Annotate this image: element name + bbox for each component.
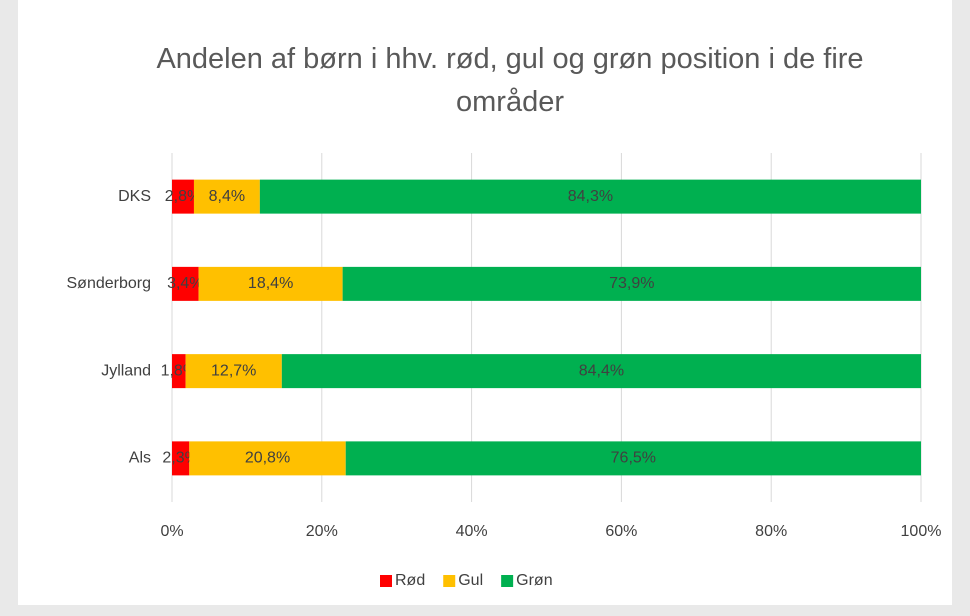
x-tick-label: 0% — [160, 523, 183, 540]
x-tick-label: 40% — [456, 523, 488, 540]
chart-area — [18, 0, 952, 605]
x-tick-label: 80% — [755, 523, 787, 540]
bar-segment — [185, 354, 282, 389]
bar-segment — [172, 179, 194, 214]
y-tick-label: DKS — [118, 188, 151, 205]
legend-swatch — [501, 575, 514, 587]
data-label: 3,4% — [167, 275, 203, 292]
y-tick-label: Als — [129, 450, 151, 467]
data-label: 84,3% — [568, 188, 613, 205]
data-label: 8,4% — [209, 188, 245, 205]
bar-segment — [193, 179, 260, 214]
bar-segment — [281, 354, 921, 389]
data-label: 18,4% — [248, 275, 293, 292]
chart-title: Andelen af børn i hhv. rød, gul og grøn … — [156, 43, 864, 118]
legend-label: Grøn — [516, 572, 552, 589]
legend-swatch — [380, 575, 392, 587]
data-label: 73,9% — [609, 275, 654, 292]
y-tick-label: Jylland — [101, 362, 151, 379]
bar-segment — [172, 441, 190, 476]
legend-label: Gul — [458, 572, 483, 589]
x-tick-label: 60% — [605, 523, 637, 540]
legend-swatch — [443, 575, 456, 587]
x-tick-label: 100% — [901, 523, 942, 540]
data-label: 76,5% — [611, 450, 656, 467]
x-tick-label: 20% — [306, 523, 338, 540]
data-label: 2,8% — [165, 188, 201, 205]
y-tick-label: Sønderborg — [67, 275, 152, 292]
bar-segment — [189, 441, 346, 476]
bar-segment — [259, 179, 922, 214]
data-label: 20,8% — [245, 450, 290, 467]
bar-segment — [345, 441, 921, 476]
bar-segment — [198, 266, 343, 301]
bar-segment — [342, 266, 921, 301]
bar-segment — [172, 266, 199, 301]
data-label: 84,4% — [579, 362, 624, 379]
legend-label: Rød — [395, 572, 425, 589]
data-label: 12,7% — [211, 362, 256, 379]
bar-segment — [172, 354, 186, 389]
